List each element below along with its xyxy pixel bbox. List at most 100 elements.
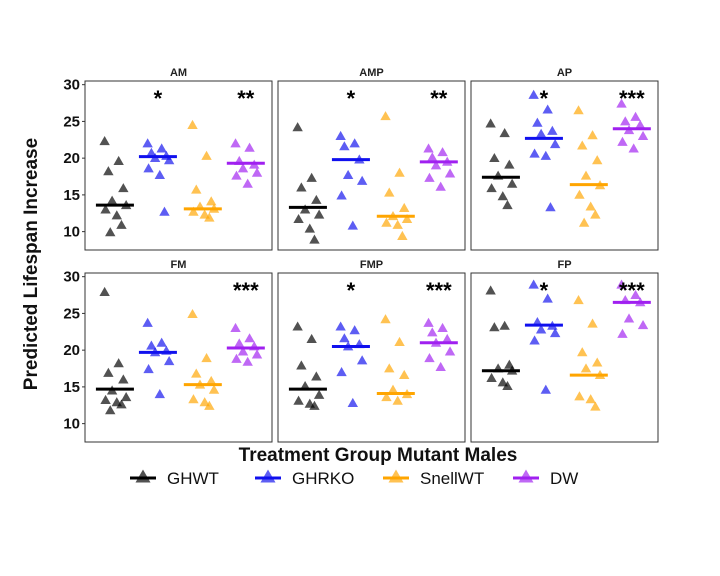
- data-point-dw: [437, 147, 448, 157]
- data-point-ghrko: [356, 175, 368, 185]
- y-tick-label: 25: [63, 305, 80, 322]
- data-point-ghwt: [99, 136, 110, 146]
- data-point-ghrko: [540, 150, 551, 160]
- x-axis-title: Treatment Group Mutant Males: [239, 445, 518, 466]
- data-point-ghrko: [163, 355, 175, 366]
- data-point-dw: [444, 346, 456, 356]
- data-point-dw: [423, 143, 434, 153]
- data-point-snellwt: [574, 189, 585, 199]
- data-point-ghrko: [336, 190, 347, 200]
- data-point-dw: [444, 168, 456, 178]
- data-point-ghwt: [485, 285, 496, 295]
- data-point-snellwt: [199, 397, 210, 407]
- data-point-snellwt: [188, 394, 199, 404]
- y-tick-label: 15: [63, 187, 80, 204]
- data-point-snellwt: [191, 184, 202, 194]
- data-point-ghrko: [142, 138, 153, 148]
- data-point-ghrko: [540, 384, 551, 394]
- panel-frame: [277, 272, 466, 443]
- data-point-dw: [230, 322, 241, 333]
- data-point-ghwt: [486, 372, 497, 382]
- data-point-snellwt: [592, 155, 603, 165]
- data-point-dw: [231, 170, 242, 180]
- facet-panel-ap: AP* ***: [470, 67, 659, 251]
- data-point-ghrko: [342, 169, 354, 179]
- data-point-ghrko: [545, 202, 556, 212]
- data-point-snellwt: [574, 391, 585, 401]
- data-point-snellwt: [191, 368, 202, 378]
- significance-label: ***: [619, 278, 645, 303]
- data-point-ghwt: [292, 122, 303, 132]
- facet-panel-amp: AMP* **: [277, 67, 466, 251]
- data-point-dw: [616, 279, 627, 289]
- data-point-snellwt: [585, 394, 596, 404]
- data-point-ghwt: [489, 152, 500, 163]
- data-point-dw: [242, 178, 253, 188]
- data-point-ghrko: [154, 389, 165, 399]
- data-point-dw: [424, 353, 435, 363]
- data-point-ghwt: [313, 389, 325, 399]
- panel-frame: [84, 80, 273, 251]
- legend-label: DW: [550, 469, 578, 488]
- data-point-ghrko: [529, 148, 540, 158]
- data-point-snellwt: [201, 150, 212, 160]
- legend-item-ghrko: GHRKO: [255, 469, 354, 488]
- data-point-snellwt: [580, 170, 592, 180]
- data-point-dw: [620, 116, 631, 126]
- data-point-snellwt: [397, 230, 408, 240]
- data-point-ghrko: [339, 141, 350, 151]
- significance-label: *: [347, 278, 356, 303]
- data-point-snellwt: [585, 201, 596, 211]
- data-point-ghrko: [528, 279, 539, 289]
- y-tick-label: 10: [63, 224, 80, 241]
- panel-title: AMP: [359, 67, 383, 79]
- data-point-dw: [237, 163, 249, 173]
- data-point-ghwt: [118, 183, 129, 193]
- data-point-dw: [244, 333, 255, 343]
- data-point-snellwt: [206, 196, 217, 206]
- data-point-ghwt: [100, 204, 111, 214]
- data-point-dw: [616, 98, 627, 108]
- data-point-ghwt: [293, 213, 304, 224]
- data-point-ghrko: [529, 335, 540, 345]
- data-point-ghrko: [547, 125, 558, 135]
- legend-label: GHRKO: [292, 469, 354, 488]
- data-point-ghwt: [486, 183, 497, 193]
- data-point-ghwt: [105, 227, 116, 237]
- data-point-snellwt: [392, 395, 403, 405]
- data-point-snellwt: [573, 294, 584, 305]
- data-point-ghrko: [535, 324, 547, 334]
- data-point-dw: [435, 361, 446, 371]
- significance-label: **: [237, 86, 255, 111]
- significance-label: ***: [233, 278, 259, 303]
- data-point-ghrko: [532, 117, 543, 127]
- facet-panel-fmp: FMP* ***: [277, 259, 466, 443]
- data-point-snellwt: [204, 212, 215, 222]
- data-point-dw: [442, 333, 453, 344]
- data-point-snellwt: [188, 206, 199, 216]
- legend-triangle-icon: [388, 469, 404, 483]
- data-point-snellwt: [580, 363, 592, 373]
- data-point-snellwt: [590, 209, 601, 219]
- y-tick-label: 20: [63, 150, 80, 167]
- data-point-ghrko: [335, 321, 346, 331]
- data-point-ghwt: [292, 321, 303, 331]
- data-point-ghrko: [154, 169, 165, 179]
- data-point-snellwt: [578, 217, 590, 227]
- data-point-dw: [427, 327, 438, 337]
- panel-title: AM: [170, 67, 187, 79]
- data-point-dw: [242, 356, 253, 366]
- data-point-dw: [437, 322, 448, 333]
- data-point-dw: [251, 167, 263, 177]
- data-point-ghwt: [497, 191, 508, 201]
- data-point-dw: [630, 111, 641, 121]
- legend-label: GHWT: [167, 469, 219, 488]
- data-point-ghrko: [349, 138, 360, 148]
- facet-panel-fp: FP* ***: [470, 259, 659, 443]
- significance-label: **: [430, 86, 448, 111]
- data-point-ghrko: [163, 155, 175, 165]
- data-point-ghwt: [311, 371, 322, 381]
- data-point-ghwt: [499, 320, 510, 330]
- data-point-snellwt: [590, 401, 601, 411]
